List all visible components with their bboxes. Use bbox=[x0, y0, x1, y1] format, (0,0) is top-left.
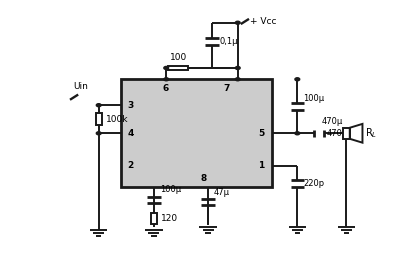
Circle shape bbox=[96, 132, 101, 135]
Circle shape bbox=[164, 67, 169, 70]
Bar bbox=[120, 79, 272, 187]
Circle shape bbox=[295, 132, 300, 135]
Text: 470µ: 470µ bbox=[327, 129, 348, 138]
Text: 0,1µ: 0,1µ bbox=[219, 37, 238, 46]
Text: 7: 7 bbox=[223, 84, 230, 93]
Text: 2: 2 bbox=[128, 161, 134, 170]
Text: 100: 100 bbox=[170, 53, 187, 62]
Text: 4: 4 bbox=[128, 129, 134, 138]
Text: + Vcc: + Vcc bbox=[250, 17, 277, 26]
Bar bbox=[96, 113, 102, 125]
Text: 6: 6 bbox=[163, 84, 169, 93]
Text: Uin: Uin bbox=[73, 82, 88, 91]
Text: 100µ: 100µ bbox=[303, 93, 324, 103]
Text: 220p: 220p bbox=[303, 179, 324, 188]
Circle shape bbox=[235, 78, 240, 81]
Circle shape bbox=[235, 21, 240, 24]
Bar bbox=[150, 213, 157, 224]
Text: 100µ: 100µ bbox=[160, 185, 181, 194]
Text: 100k: 100k bbox=[106, 115, 128, 124]
Text: 8: 8 bbox=[200, 174, 207, 183]
Text: 470µ: 470µ bbox=[321, 117, 342, 126]
Text: 120: 120 bbox=[161, 214, 178, 223]
Circle shape bbox=[96, 104, 101, 107]
Text: 47µ: 47µ bbox=[214, 188, 230, 197]
Bar bbox=[168, 66, 188, 70]
Text: 3: 3 bbox=[128, 101, 134, 110]
Text: 5: 5 bbox=[258, 129, 264, 138]
Circle shape bbox=[295, 78, 300, 81]
Bar bbox=[343, 128, 350, 139]
Text: R$_L$: R$_L$ bbox=[365, 126, 377, 140]
Circle shape bbox=[235, 67, 240, 70]
Circle shape bbox=[164, 78, 169, 81]
Text: 1: 1 bbox=[258, 161, 264, 170]
